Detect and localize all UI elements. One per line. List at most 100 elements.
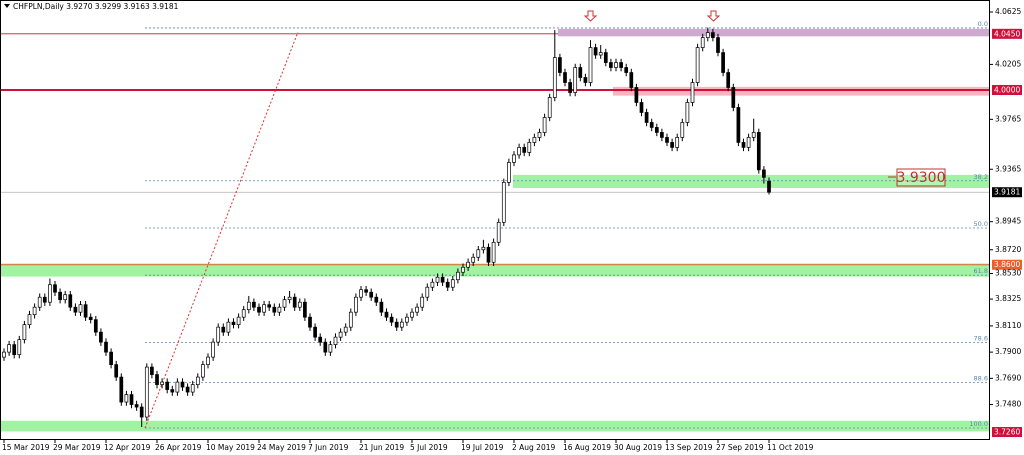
candle-body — [328, 344, 333, 353]
candle-body — [598, 52, 603, 56]
candle-body — [486, 246, 491, 263]
candle-body — [731, 87, 736, 108]
candle-body — [593, 47, 598, 56]
x-tick-label: 26 Apr 2019 — [155, 443, 202, 452]
candle-body — [654, 127, 659, 133]
candle-body — [364, 289, 368, 293]
candle-body — [42, 296, 47, 303]
candle-body — [206, 356, 210, 365]
axes: 4.0450 4.0000 3.8600 3.7260 4.0625 4.0205 3.97… — [2, 7, 1022, 452]
candle-body — [389, 316, 394, 323]
candle-body — [37, 296, 42, 308]
candle-body — [211, 341, 215, 358]
candle-body — [649, 122, 654, 128]
candle-body — [48, 284, 52, 303]
candle-body — [236, 316, 241, 326]
candle-body — [53, 284, 57, 293]
candle-body — [323, 341, 328, 353]
candle-body — [736, 107, 741, 143]
candle-body — [68, 294, 73, 308]
candle-body — [99, 331, 103, 343]
fib-label: 78.6 — [974, 334, 988, 342]
candle-body — [547, 97, 552, 118]
zone — [0, 263, 990, 277]
candle-body — [17, 339, 22, 355]
candle-body — [155, 374, 159, 385]
candle-body — [588, 47, 593, 83]
candle-body — [221, 326, 226, 333]
candle-body — [756, 132, 761, 171]
candle-body — [129, 394, 134, 405]
candle-body — [644, 112, 649, 123]
menu-triangle — [4, 4, 10, 8]
candle-body — [114, 364, 119, 378]
y-tick-label: 3.9365 — [995, 164, 1021, 173]
zone — [0, 420, 990, 432]
level-label-bg — [992, 259, 1022, 270]
level-label-bg — [992, 28, 1022, 39]
x-tick-label: 19 Jul 2019 — [461, 443, 504, 452]
zone — [558, 28, 990, 37]
candle-body — [394, 321, 399, 328]
level-label: 4.0000 — [994, 85, 1020, 94]
x-tick-label: 15 Mar 2019 — [2, 443, 50, 452]
candle-body — [267, 304, 272, 308]
candle-body — [420, 296, 425, 308]
candle-body — [134, 404, 139, 408]
fib-label: 100.0 — [969, 420, 988, 428]
candle-body — [583, 77, 588, 83]
x-tick-label: 21 Jun 2019 — [359, 443, 404, 452]
y-tick-label: 4.0205 — [995, 59, 1021, 68]
candle-body — [415, 306, 419, 313]
candle-body — [165, 381, 170, 390]
y-tick-label: 3.7480 — [995, 400, 1021, 409]
candle-body — [379, 301, 384, 313]
candle-body — [12, 344, 17, 355]
candle-body — [124, 394, 129, 403]
candle-body — [532, 137, 537, 143]
candle-body — [456, 271, 460, 281]
candle-body — [496, 221, 501, 243]
level-label-bg — [992, 427, 1022, 438]
fib-label: 0.0 — [978, 20, 988, 28]
trend-line — [144, 31, 299, 429]
candle-body — [359, 289, 363, 298]
candle-body — [705, 32, 710, 38]
candle-body — [73, 306, 78, 313]
candle-body — [109, 351, 113, 365]
y-tick-label: 4.0625 — [995, 7, 1021, 16]
candle-body — [466, 261, 470, 268]
candle-body — [104, 341, 108, 353]
arrow-down — [583, 10, 598, 22]
candle-body — [313, 326, 317, 338]
candle-body — [318, 336, 323, 343]
candle-body — [338, 331, 343, 338]
zone — [613, 86, 990, 96]
candle-body — [32, 306, 37, 316]
candle-body — [22, 324, 27, 340]
annotation: 3.9300 — [897, 170, 946, 186]
candle-body — [578, 67, 583, 78]
candle-body — [308, 316, 312, 328]
candle-body — [354, 296, 358, 313]
candle-body — [201, 364, 205, 378]
candle-body — [292, 296, 297, 308]
candle-body — [231, 321, 236, 326]
candle-body — [333, 336, 338, 345]
candles — [2, 27, 771, 428]
y-tick-label: 3.7690 — [995, 373, 1021, 382]
candle-body — [374, 296, 379, 303]
candle-body — [639, 102, 644, 113]
candle-body — [614, 62, 618, 68]
y-tick-label: 3.8530 — [995, 268, 1021, 277]
y-tick-label: 3.8945 — [995, 217, 1021, 226]
candle-body — [425, 286, 430, 298]
x-tick-label: 2 Aug 2019 — [512, 443, 555, 452]
candle-body — [660, 132, 664, 138]
fib-label: 61.8 — [974, 267, 988, 275]
candle-body — [558, 57, 562, 73]
candle-body — [257, 306, 261, 313]
candle-body — [297, 301, 302, 308]
x-tick-label: 13 Sep 2019 — [665, 443, 713, 452]
x-tick-label: 30 Aug 2019 — [614, 443, 662, 452]
